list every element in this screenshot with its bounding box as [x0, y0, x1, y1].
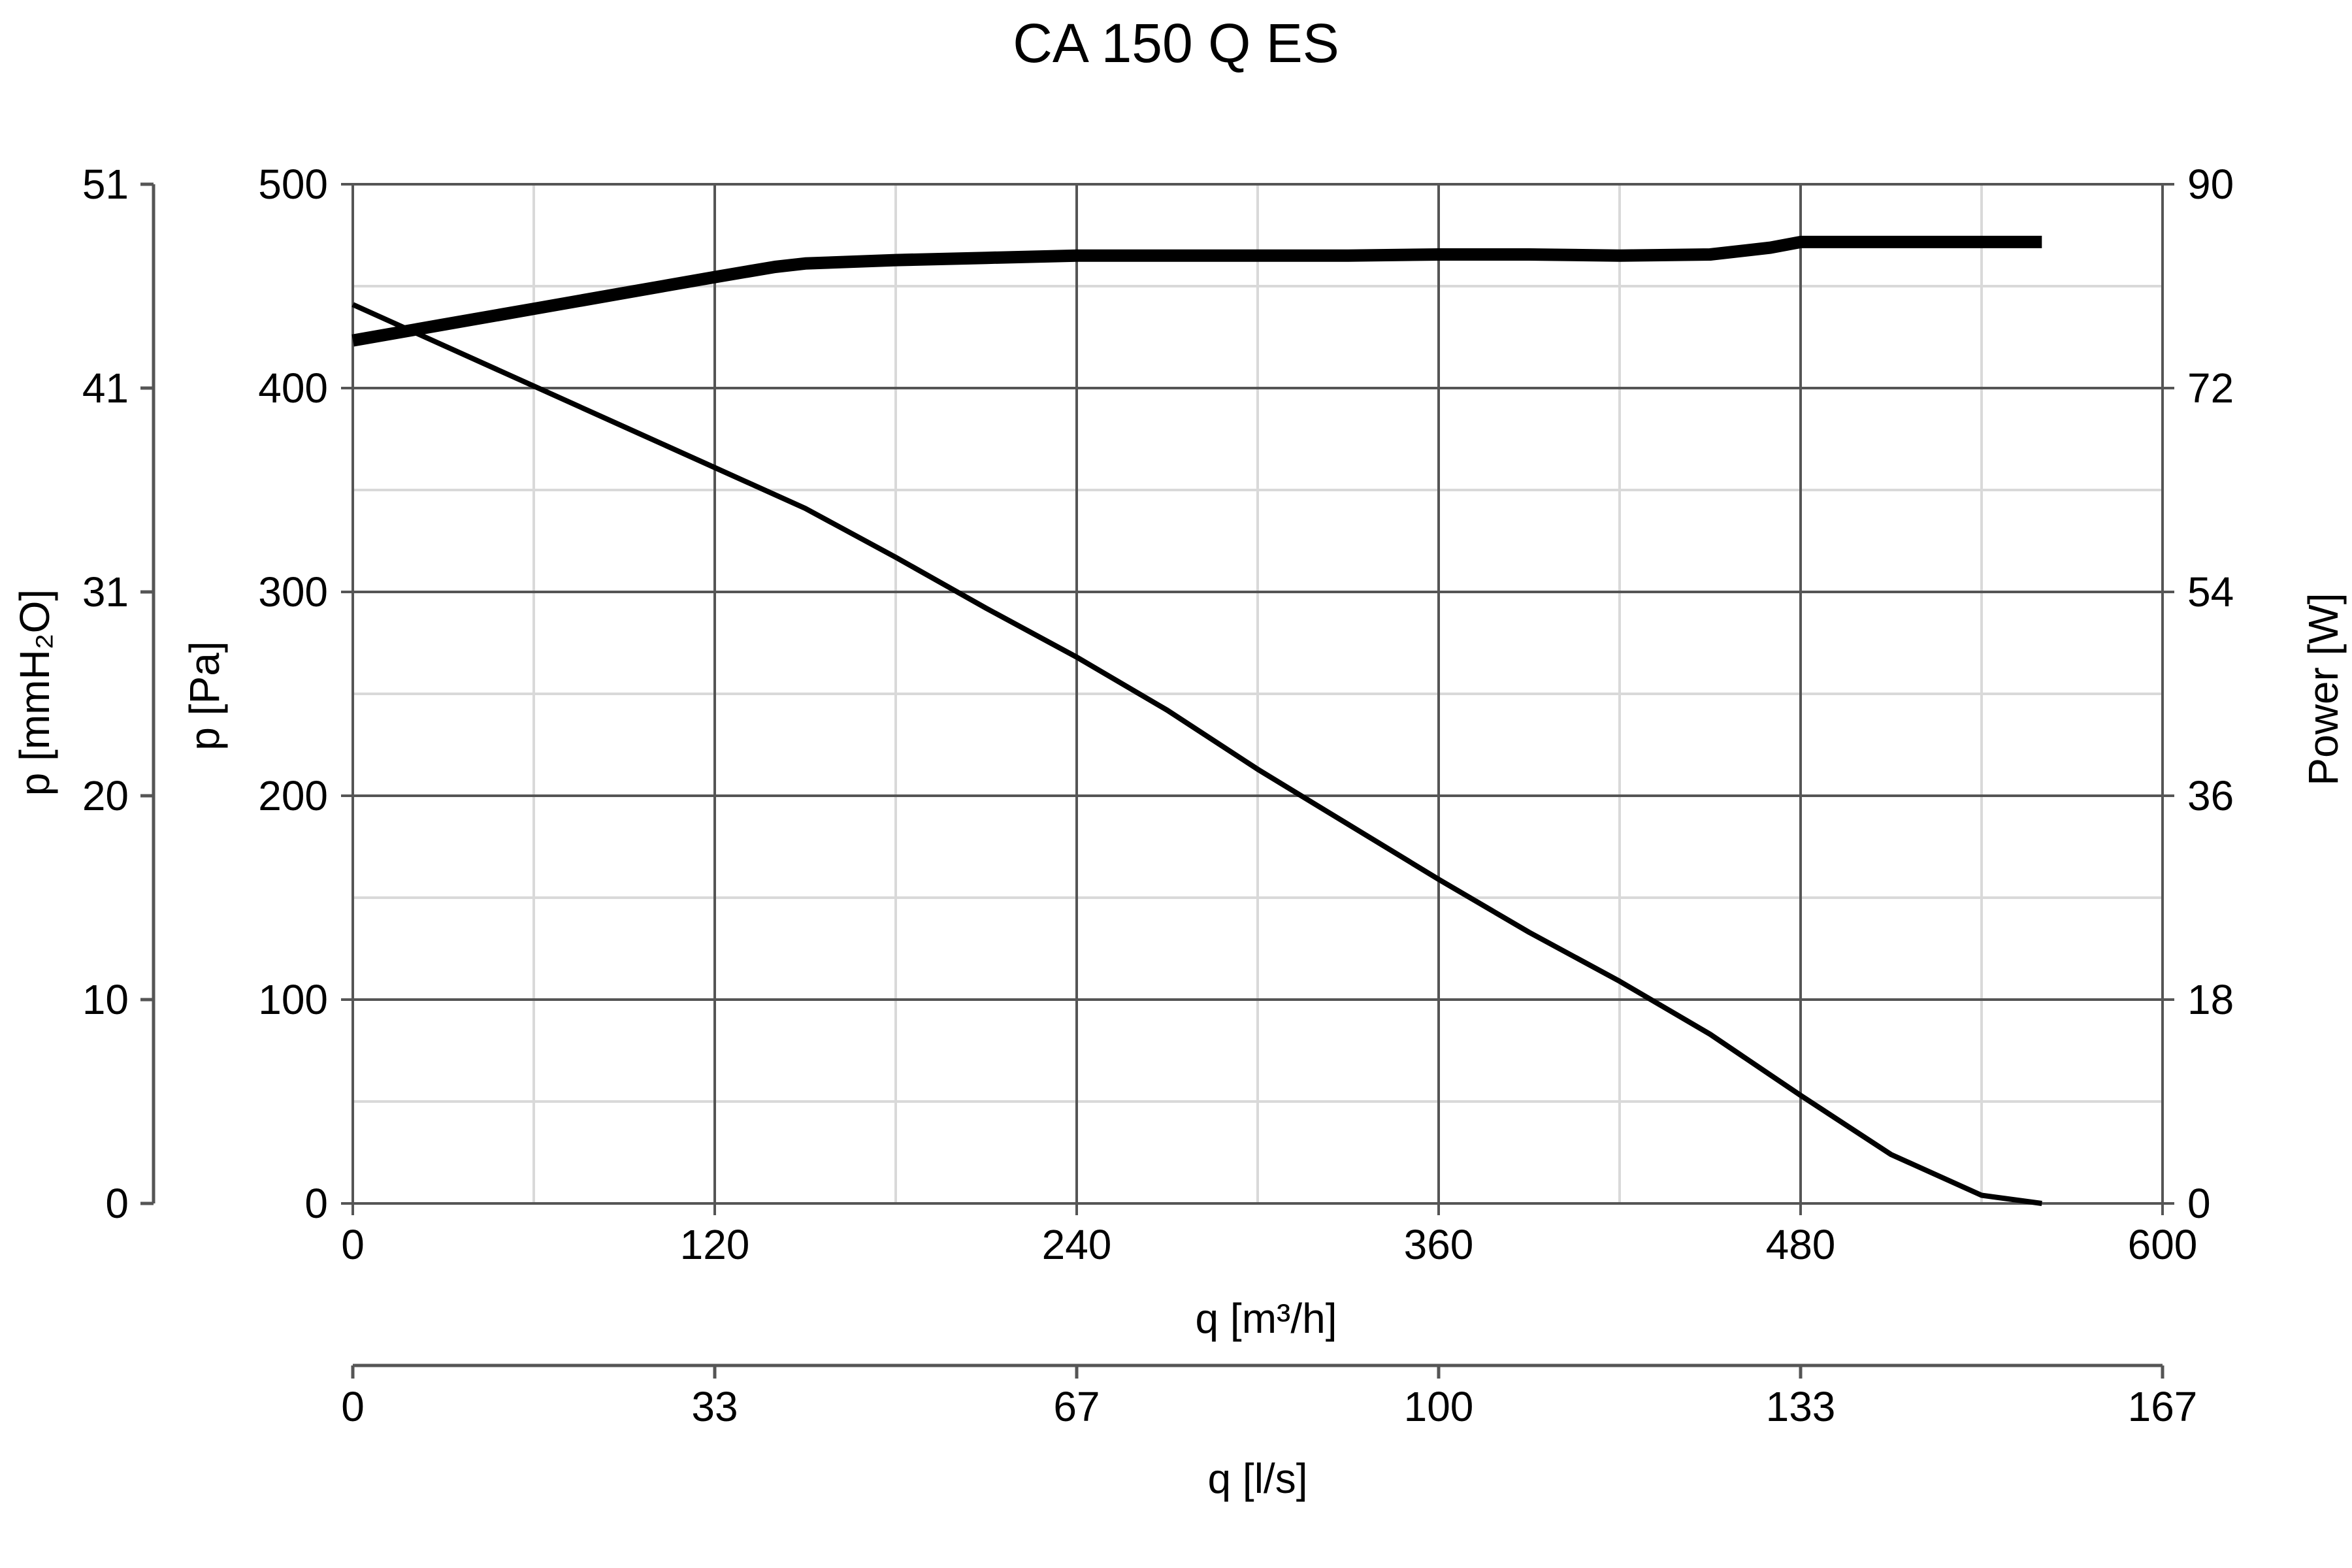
- x-secondary-tick-label: 0: [341, 1383, 365, 1430]
- x-axis-label: q [m³/h]: [1196, 1295, 1337, 1342]
- axes: [140, 182, 2164, 1379]
- x-tick-label: 120: [680, 1221, 750, 1268]
- y-tick-label: 500: [258, 161, 328, 208]
- y-right-tick-label: 54: [2187, 568, 2234, 615]
- pressure-curve: [351, 302, 2042, 1206]
- y-axis-right-label: Power [W]: [2300, 593, 2347, 785]
- y-tick-label: 200: [258, 772, 328, 819]
- y-axis-outer-label: p [mmH₂O]: [11, 589, 58, 796]
- chart-title: CA 150 Q ES: [1013, 12, 1339, 74]
- y-outer-tick-label: 0: [105, 1180, 129, 1227]
- y-right-tick-label: 36: [2187, 772, 2234, 819]
- power-curve: [351, 235, 2042, 347]
- y-axis-label: p [Pa]: [181, 641, 228, 750]
- x-secondary-tick-label: 67: [1053, 1383, 1100, 1430]
- y-tick-label: 400: [258, 365, 328, 412]
- major-grid: [341, 183, 2174, 1215]
- x-secondary-tick-label: 167: [2128, 1383, 2198, 1430]
- y-outer-tick-label: 20: [82, 772, 129, 819]
- x-secondary-tick-label: 33: [691, 1383, 738, 1430]
- y-right-tick-label: 72: [2187, 365, 2234, 412]
- x-tick-label: 360: [1404, 1221, 1474, 1268]
- minor-grid: [353, 184, 2163, 1203]
- x-secondary-tick-label: 133: [1766, 1383, 1836, 1430]
- y-outer-tick-label: 41: [82, 365, 129, 412]
- y-tick-label: 100: [258, 976, 328, 1023]
- y-right-tick-label: 90: [2187, 161, 2234, 208]
- x-tick-label: 600: [2128, 1221, 2198, 1268]
- x-axis-secondary-label: q [l/s]: [1208, 1455, 1308, 1502]
- y-outer-tick-label: 31: [82, 568, 129, 615]
- y-right-tick-label: 18: [2187, 976, 2234, 1023]
- y-tick-label: 300: [258, 568, 328, 615]
- x-tick-label: 240: [1042, 1221, 1112, 1268]
- y-outer-tick-label: 51: [82, 161, 129, 208]
- series-lines: [351, 235, 2042, 1206]
- y-tick-label: 0: [304, 1180, 328, 1227]
- y-right-tick-label: 0: [2187, 1180, 2211, 1227]
- x-tick-label: 0: [341, 1221, 365, 1268]
- x-secondary-tick-label: 100: [1404, 1383, 1474, 1430]
- y-outer-tick-label: 10: [82, 976, 129, 1023]
- x-tick-label: 480: [1766, 1221, 1836, 1268]
